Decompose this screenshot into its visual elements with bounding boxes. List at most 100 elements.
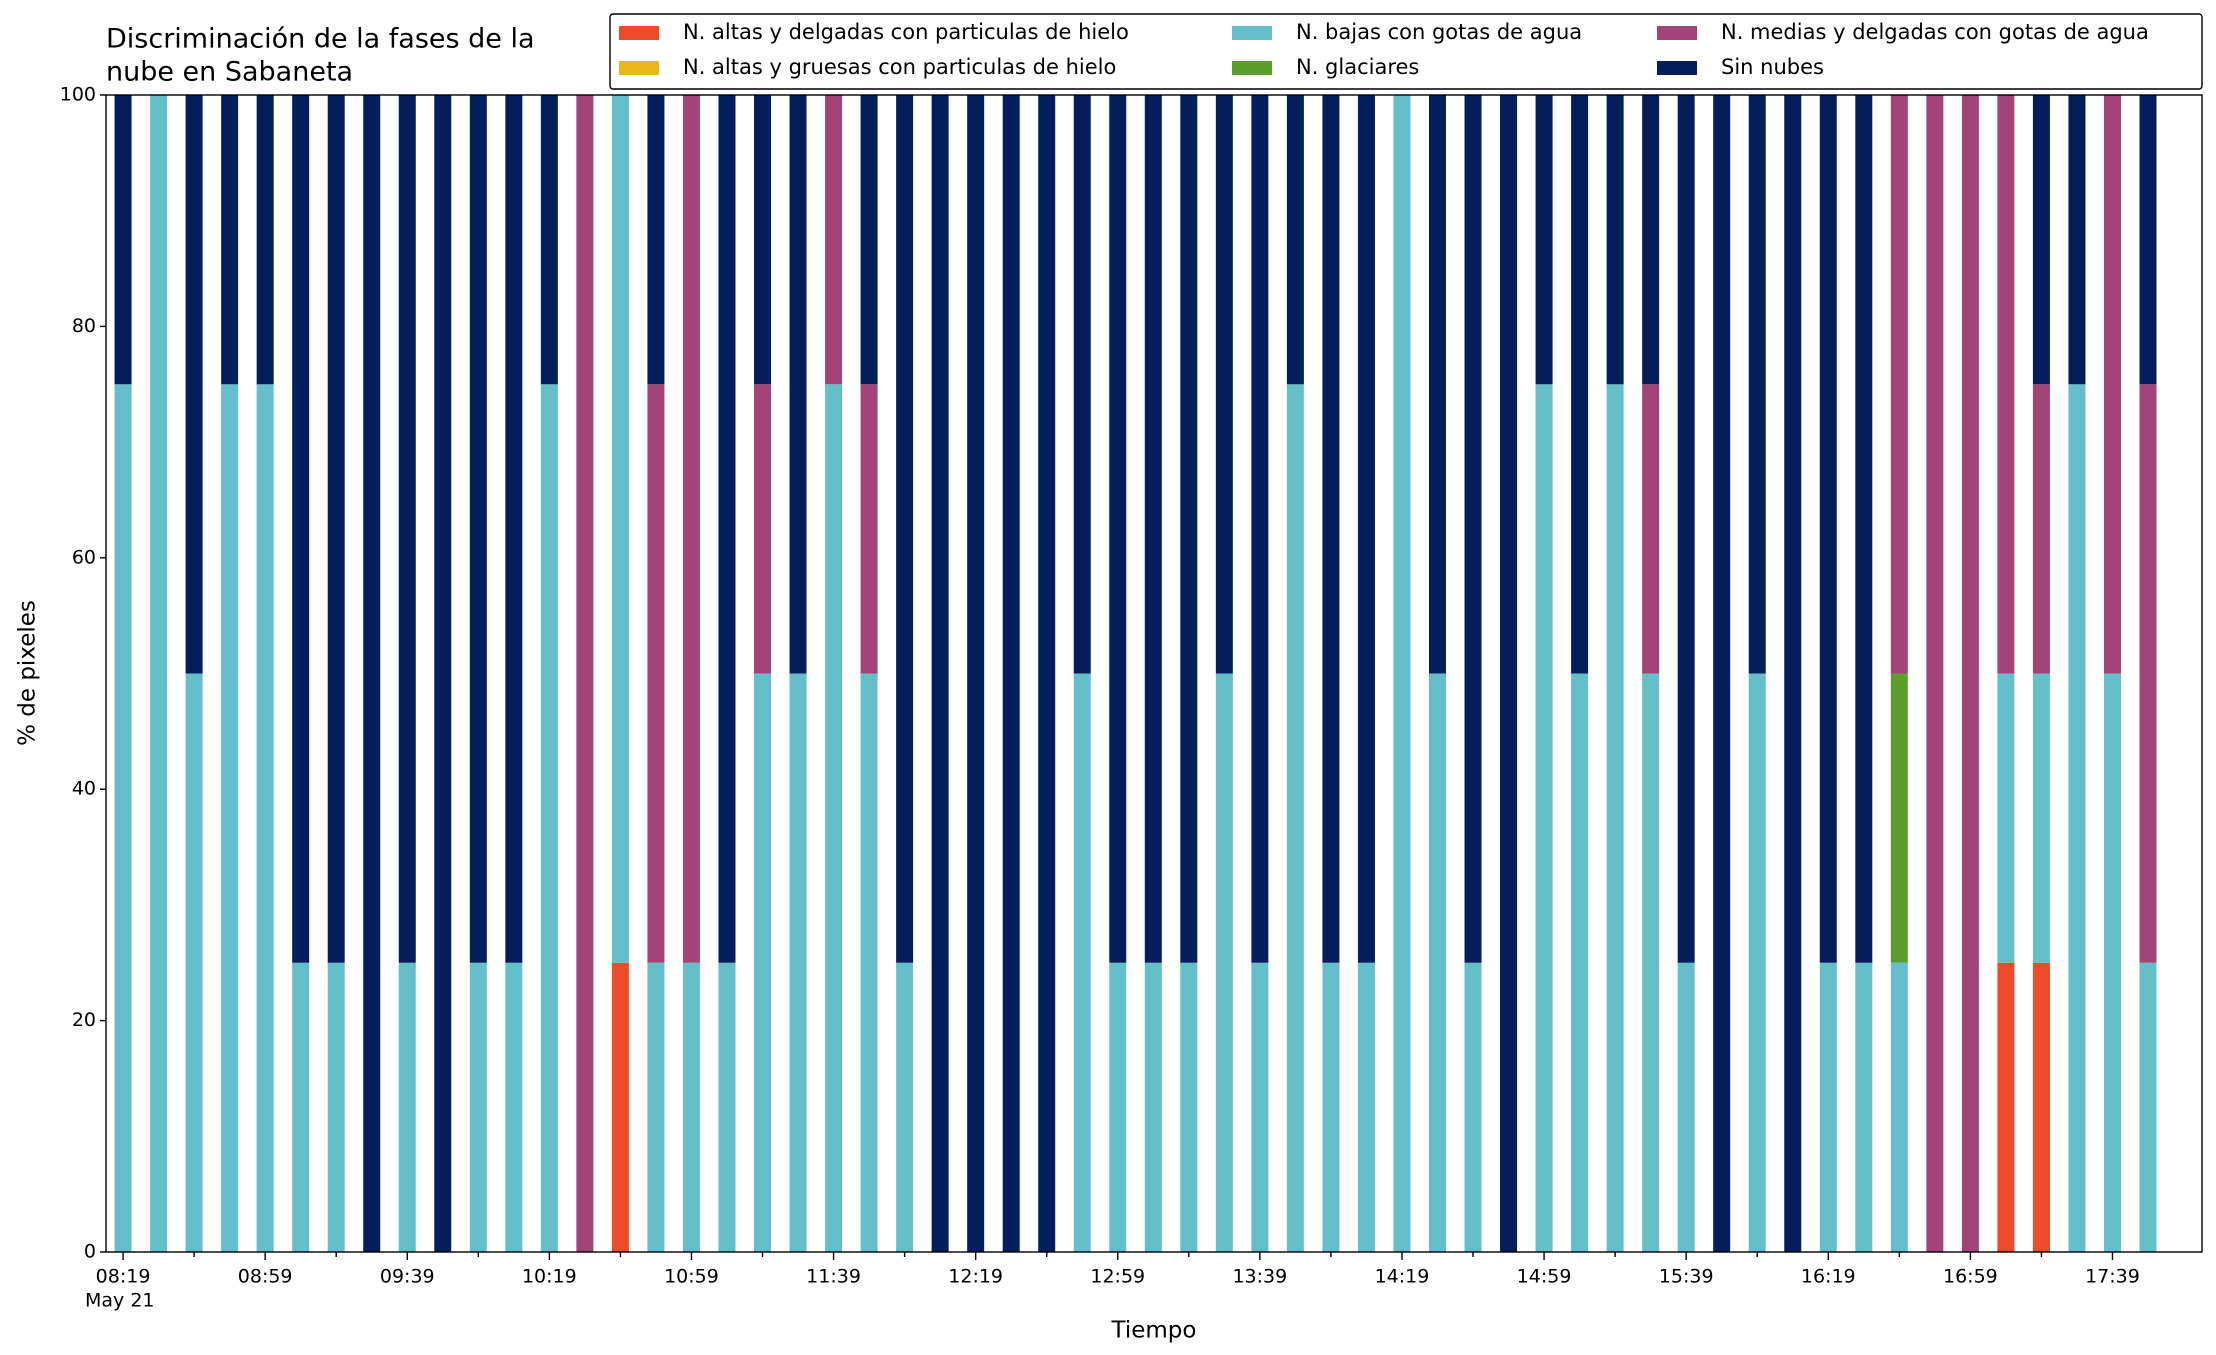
x-tick-label: 16:19 — [1801, 1266, 1856, 1288]
bar-segment — [2103, 673, 2121, 1252]
bar-segment — [1002, 95, 1020, 1252]
legend-label: N. altas y gruesas con particulas de hie… — [683, 55, 1116, 79]
bar-segment — [611, 962, 629, 1252]
bar-segment — [2068, 95, 2086, 385]
x-tick-label: 12:59 — [1090, 1266, 1145, 1288]
x-tick-label: 17:39 — [2085, 1266, 2140, 1288]
bar-segment — [1357, 962, 1375, 1252]
y-tick-label: 80 — [72, 315, 96, 337]
bar-segment — [1322, 95, 1340, 963]
x-tick-label: 09:39 — [380, 1266, 435, 1288]
bar-segment — [1713, 95, 1731, 1252]
x-tick-label: 14:19 — [1375, 1266, 1430, 1288]
bar-segment — [718, 95, 736, 963]
bar-segment — [1428, 673, 1446, 1252]
bar-segment — [931, 95, 949, 1252]
bar-segment — [1677, 962, 1695, 1252]
chart-title: Discriminación de la fases de la — [106, 24, 535, 55]
legend-label: N. medias y delgadas con gotas de agua — [1721, 20, 2149, 44]
bar-segment — [114, 384, 132, 1252]
bar-segment — [647, 962, 665, 1252]
plot-frame — [105, 94, 2203, 1253]
bar-segment — [1251, 95, 1269, 963]
bar-segment — [1215, 673, 1233, 1252]
chart-title: nube en Sabaneta — [106, 57, 353, 88]
bar-segment — [1997, 962, 2015, 1252]
bar-segment — [1322, 962, 1340, 1252]
bar-segment — [1606, 384, 1624, 1252]
bar-segment — [292, 962, 310, 1252]
bar-segment — [1428, 95, 1446, 674]
bar-segment — [505, 962, 523, 1252]
bar-segment — [1997, 95, 2015, 674]
x-tick-label: 11:39 — [806, 1266, 861, 1288]
x-axis-label: Tiempo — [1111, 1318, 1197, 1344]
bar-segment — [2032, 962, 2050, 1252]
bar-segment — [1073, 673, 1091, 1252]
bar-segment — [1677, 95, 1695, 963]
x-tick-label: 10:59 — [664, 1266, 719, 1288]
bar-segment — [1571, 673, 1589, 1252]
bar-segment — [1855, 962, 1873, 1252]
legend-swatch — [1232, 26, 1272, 40]
bar-segment — [1748, 95, 1766, 674]
bar-segment — [860, 673, 878, 1252]
bar-segment — [327, 95, 345, 963]
bar-segment — [469, 962, 487, 1252]
y-tick-label: 40 — [72, 778, 96, 800]
y-tick-label: 0 — [84, 1241, 96, 1263]
bar-segment — [1535, 384, 1553, 1252]
bar-segment — [1038, 95, 1056, 1252]
bar-segment — [1606, 95, 1624, 385]
bar-segment — [1890, 95, 1908, 674]
legend-label: N. altas y delgadas con particulas de hi… — [683, 20, 1129, 44]
bar-segment — [1180, 962, 1198, 1252]
bar-segment — [576, 95, 594, 1252]
bar-segment — [1642, 95, 1660, 385]
bar-segment — [2032, 673, 2050, 963]
bar-segment — [2032, 95, 2050, 385]
bar-segment — [1357, 95, 1375, 963]
x-tick-label: 14:59 — [1517, 1266, 1572, 1288]
legend-swatch — [619, 61, 659, 75]
x-tick-label: 12:19 — [948, 1266, 1003, 1288]
bar-segment — [185, 673, 203, 1252]
bar-segment — [1642, 384, 1660, 674]
bar-segment — [1109, 962, 1127, 1252]
bar-segment — [1961, 95, 1979, 1252]
bar-segment — [1535, 95, 1553, 385]
bar-segment — [1748, 673, 1766, 1252]
bar-segment — [2139, 95, 2157, 385]
bar-segment — [754, 384, 772, 674]
bar-segment — [1144, 962, 1162, 1252]
bar-segment — [860, 95, 878, 385]
bar-segment — [1286, 95, 1304, 385]
bar-segment — [363, 95, 381, 1252]
bar-segment — [825, 95, 843, 385]
bar-segment — [2139, 962, 2157, 1252]
bar-segment — [754, 673, 772, 1252]
bar-segment — [682, 962, 700, 1252]
bar-segment — [398, 95, 416, 963]
bar-segment — [540, 384, 558, 1252]
bar-segment — [2103, 95, 2121, 674]
bar-segment — [1464, 962, 1482, 1252]
x-tick-label: 13:39 — [1232, 1266, 1287, 1288]
bar-segment — [1500, 95, 1518, 1252]
legend-label: Sin nubes — [1721, 55, 1824, 79]
bar-segment — [789, 95, 807, 674]
bar-segment — [1286, 384, 1304, 1252]
x-tick-label: 15:39 — [1659, 1266, 1714, 1288]
legend-swatch — [1657, 61, 1697, 75]
bar-segment — [221, 384, 239, 1252]
y-tick-label: 60 — [72, 546, 96, 568]
bar-segment — [1784, 95, 1802, 1252]
bar-segment — [1180, 95, 1198, 963]
bar-segment — [1571, 95, 1589, 674]
bar-segment — [718, 962, 736, 1252]
bar-segment — [1073, 95, 1091, 674]
bar-segment — [1855, 95, 1873, 963]
bar-segment — [647, 384, 665, 963]
legend-label: N. bajas con gotas de agua — [1296, 20, 1582, 44]
